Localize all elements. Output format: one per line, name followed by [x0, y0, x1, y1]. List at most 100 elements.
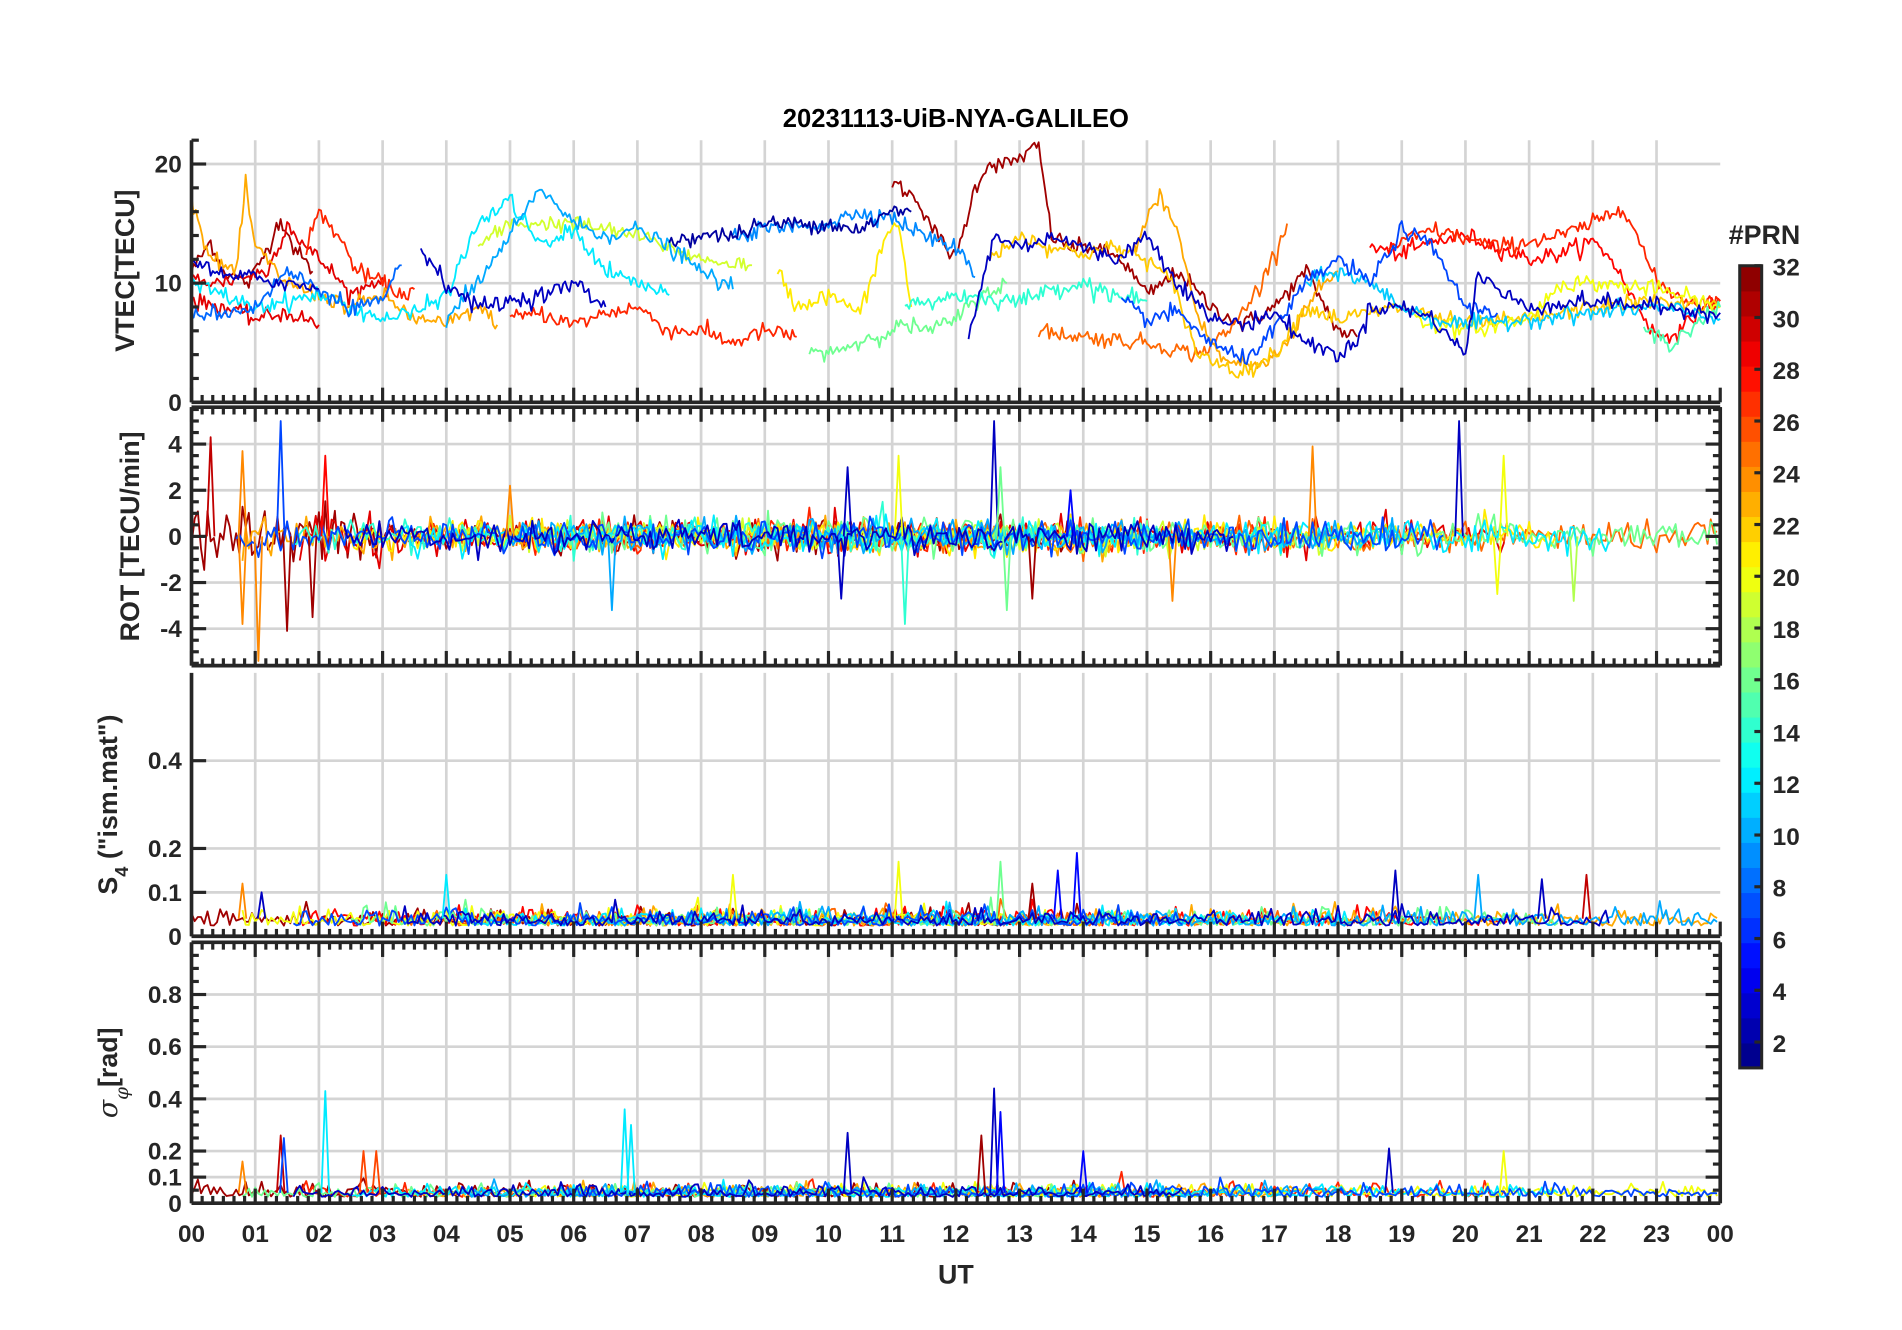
y-tick-label: 0.1 — [148, 880, 182, 907]
colorbar-frame — [1738, 264, 1764, 1070]
spike-prn-24 — [237, 536, 248, 625]
trace-prn-16 — [808, 277, 1008, 363]
spike-prn-24 — [237, 882, 248, 919]
colorbar-band — [1739, 867, 1762, 894]
colorbar-band — [1739, 967, 1762, 994]
x-tick-label: 17 — [1261, 1221, 1288, 1248]
colorbar-band — [1739, 716, 1762, 743]
colorbar-band — [1739, 516, 1762, 543]
spike-prn-7 — [275, 420, 286, 537]
spike-prn-31 — [307, 536, 318, 619]
spike-prn-7 — [279, 1137, 289, 1193]
x-tick-label: 14 — [1070, 1221, 1098, 1248]
colorbar-band — [1739, 742, 1762, 768]
y-tick-label: 0 — [168, 390, 182, 417]
spike-prn-3 — [1384, 1147, 1394, 1193]
colorbar-tick-label: 14 — [1773, 720, 1801, 747]
colorbar-band — [1739, 491, 1762, 518]
colorbar-band — [1739, 441, 1762, 467]
y-axis-label: σφ[rad] — [93, 1027, 133, 1118]
y-tick-label: 0.6 — [148, 1034, 182, 1061]
spike-prn-3 — [256, 891, 267, 919]
colorbar-tick-label: 2 — [1773, 1031, 1787, 1058]
trace-prn-3 — [419, 248, 607, 314]
colorbar-band — [1739, 541, 1762, 568]
colorbar-band — [1739, 817, 1762, 843]
x-tick-label: 02 — [305, 1221, 332, 1248]
spike-prn-3 — [836, 536, 846, 600]
x-tick-label: 19 — [1388, 1221, 1415, 1248]
trace-prn-14 — [904, 277, 1148, 312]
colorbar-tick-label: 16 — [1773, 669, 1800, 696]
spike-prn-14 — [900, 536, 910, 625]
spike-prn-5 — [1072, 851, 1082, 919]
trace-prn-3 — [190, 259, 320, 292]
trace-prn-3 — [967, 230, 1721, 363]
colorbar-band — [1739, 641, 1762, 668]
spike-prn-10 — [607, 536, 617, 612]
x-tick-label: 13 — [1006, 1221, 1033, 1248]
y-tick-label: 0 — [168, 524, 182, 551]
trace-prn-10 — [566, 900, 1718, 927]
colorbar-tick-label: 4 — [1773, 979, 1787, 1006]
y-tick-label: 0 — [168, 1191, 182, 1218]
x-tick-label: 00 — [1707, 1221, 1734, 1248]
trace-prn-12 — [400, 513, 1610, 560]
spike-prn-3 — [989, 420, 999, 537]
spike-prn-5 — [1078, 1150, 1089, 1193]
colorbar-band — [1739, 767, 1762, 793]
x-tick-label: 04 — [433, 1221, 461, 1248]
colorbar-tick-label: 32 — [1773, 255, 1800, 282]
trace-prn-2 — [668, 205, 912, 249]
x-tick-label: 07 — [624, 1221, 651, 1248]
y-axis-label: VTEC[TECU] — [110, 189, 140, 351]
colorbar-tick-label: 10 — [1773, 824, 1800, 851]
spike-prn-24 — [1307, 445, 1318, 537]
x-tick-label: 15 — [1133, 1221, 1160, 1248]
colorbar-band — [1739, 591, 1762, 618]
x-tick-label: 08 — [688, 1221, 715, 1248]
colorbar-band — [1739, 892, 1762, 919]
trace-prn-10 — [445, 188, 734, 328]
x-tick-label: 18 — [1324, 1221, 1351, 1248]
x-tick-label: 12 — [942, 1221, 969, 1248]
colorbar-band — [1739, 566, 1762, 593]
trace-prn-31 — [891, 141, 1358, 339]
spike-prn-5 — [995, 1110, 1006, 1193]
y-tick-label: 0.2 — [148, 836, 182, 863]
y-axis-label: S4 ("ism.mat") — [93, 715, 132, 895]
spike-prn-3 — [989, 1087, 999, 1193]
x-tick-label: 03 — [369, 1221, 396, 1248]
y-tick-label: 0.1 — [148, 1165, 182, 1192]
colorbar-tick-label: 20 — [1773, 565, 1800, 592]
spike-prn-20 — [1498, 1150, 1509, 1193]
panel-s4: 0 0.1 0.2 0.4 S4 ("ism.mat") — [93, 672, 1722, 951]
spike-prn-24 — [1167, 536, 1178, 602]
spike-prn-24 — [237, 1160, 248, 1193]
spike-prn-16 — [1002, 536, 1012, 612]
y-tick-label: 0.4 — [148, 748, 182, 775]
spike-prn-18 — [1568, 536, 1579, 602]
colorbar-band — [1739, 366, 1762, 392]
x-tick-label: 10 — [815, 1221, 842, 1248]
panel-vtec: 0 10 20 VTEC[TECU] — [110, 138, 1722, 417]
trace-prn-9 — [732, 208, 976, 279]
colorbar-tick-label: 6 — [1773, 927, 1787, 954]
trace-prn-7 — [1120, 220, 1499, 365]
colorbar-tick-label: 22 — [1773, 513, 1800, 540]
trace-prn-12 — [190, 193, 670, 323]
spike-prn-24 — [505, 484, 515, 537]
trace-prn-27 — [509, 302, 797, 347]
colorbar-tick-label: 24 — [1773, 462, 1801, 489]
x-tick-label: 23 — [1643, 1221, 1670, 1248]
y-label-subscript: 4 — [111, 866, 132, 877]
colorbar-band — [1739, 691, 1762, 718]
y-tick-label: 0.2 — [148, 1139, 182, 1166]
trace-prn-3 — [292, 1176, 1183, 1198]
x-tick-label: 00 — [178, 1221, 205, 1248]
panel-sigma_phi: 00.10.2 0.4 0.6 0.8 σφ[rad] — [93, 940, 1723, 1218]
colorbar-band — [1739, 1017, 1762, 1044]
y-tick-label: -2 — [160, 570, 182, 597]
traces — [190, 420, 1718, 662]
x-tick-label: 01 — [242, 1221, 269, 1248]
